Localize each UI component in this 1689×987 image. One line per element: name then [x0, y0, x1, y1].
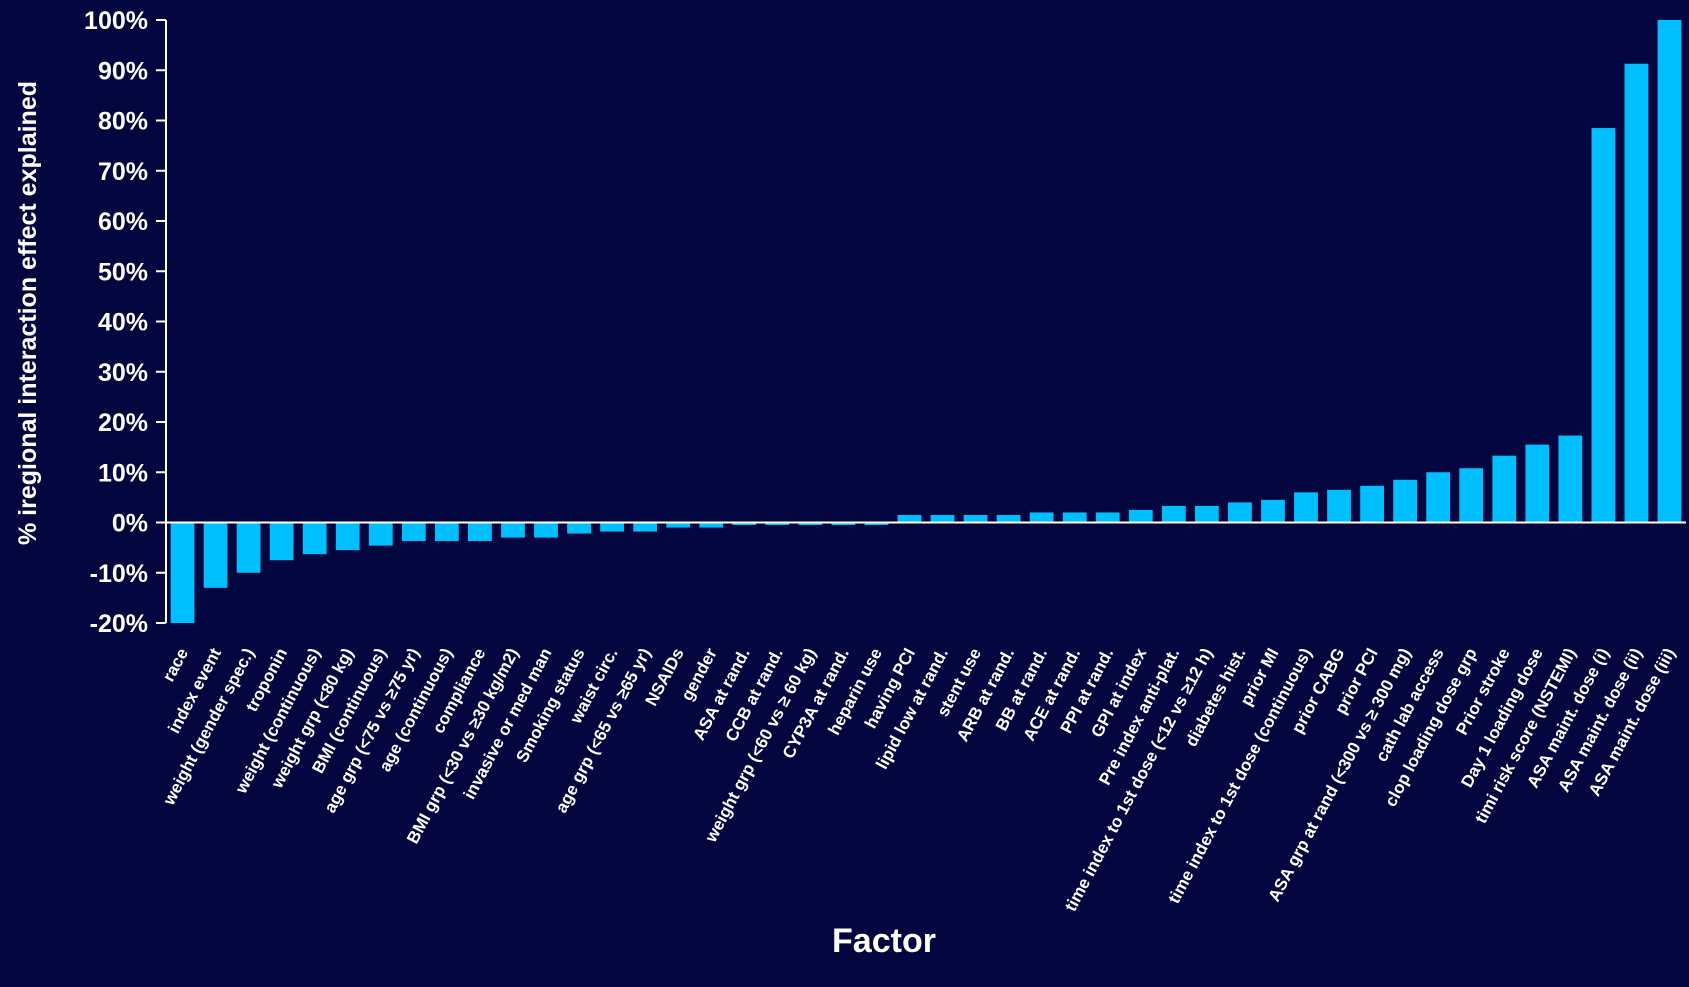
y-tick-label-3: 10% — [98, 459, 148, 487]
bar-18 — [765, 522, 790, 526]
bar-15 — [666, 522, 691, 528]
y-tick-label-1: -10% — [90, 560, 148, 588]
bar-22 — [897, 514, 922, 523]
bar-36 — [1360, 485, 1384, 523]
bar-7 — [401, 522, 426, 542]
bar-28 — [1095, 512, 1120, 523]
bar-11 — [534, 522, 558, 538]
bar-20 — [831, 522, 856, 526]
bar-42 — [1558, 435, 1583, 523]
bar-2 — [236, 522, 261, 573]
bars-group — [170, 20, 1682, 623]
bar-12 — [567, 522, 591, 534]
bar-32 — [1228, 502, 1252, 523]
bar-41 — [1525, 444, 1550, 523]
bar-0 — [170, 522, 195, 623]
y-tick-label-6: 40% — [98, 309, 148, 337]
bar-44 — [1624, 63, 1649, 523]
bar-38 — [1426, 472, 1451, 523]
bar-17 — [732, 522, 757, 526]
bar-40 — [1492, 455, 1517, 523]
bar-31 — [1194, 505, 1219, 523]
y-axis-label: % iregional interaction effect explained — [14, 81, 42, 545]
x-axis-label: Factor — [832, 922, 936, 960]
bar-4 — [302, 522, 327, 555]
y-axis-ticks: -20% -10% 0% 10% 20% 30% 40% 50% 60% 70% 80% 90% 100… — [84, 7, 166, 638]
y-tick-label-11: 90% — [98, 57, 148, 85]
y-tick-label-9: 70% — [98, 158, 148, 186]
bar-27 — [1062, 512, 1087, 523]
bar-19 — [798, 522, 823, 526]
bar-23 — [930, 514, 955, 523]
bar-37 — [1393, 479, 1418, 523]
bar-8 — [434, 522, 459, 542]
bar-39 — [1459, 468, 1484, 523]
bar-13 — [600, 522, 624, 532]
y-tick-label-8: 60% — [98, 208, 148, 236]
bar-30 — [1161, 505, 1186, 523]
y-tick-label-7: 50% — [98, 258, 148, 286]
x-tick-label-0: race — [159, 645, 192, 685]
bar-34 — [1294, 492, 1318, 523]
bar-33 — [1261, 499, 1285, 523]
bar-35 — [1327, 489, 1351, 523]
bar-26 — [1029, 512, 1054, 523]
bar-16 — [699, 522, 724, 528]
y-tick-label-12: 100% — [84, 7, 148, 35]
y-tick-label-0: -20% — [90, 610, 148, 638]
bar-25 — [996, 514, 1021, 523]
y-tick-label-2: 0% — [112, 510, 148, 538]
y-tick-label-10: 80% — [98, 108, 148, 136]
bar-5 — [335, 522, 360, 551]
bar-45 — [1657, 20, 1682, 523]
bar-43 — [1591, 128, 1616, 523]
bar-9 — [468, 522, 492, 542]
bar-1 — [203, 522, 228, 588]
bar-3 — [269, 522, 294, 561]
bar-14 — [633, 522, 658, 532]
bar-21 — [864, 522, 889, 526]
bar-29 — [1128, 509, 1153, 523]
y-tick-label-5: 30% — [98, 359, 148, 387]
bar-10 — [501, 522, 525, 538]
bar-6 — [368, 522, 393, 546]
bar-24 — [963, 514, 988, 523]
y-tick-label-4: 20% — [98, 409, 148, 437]
